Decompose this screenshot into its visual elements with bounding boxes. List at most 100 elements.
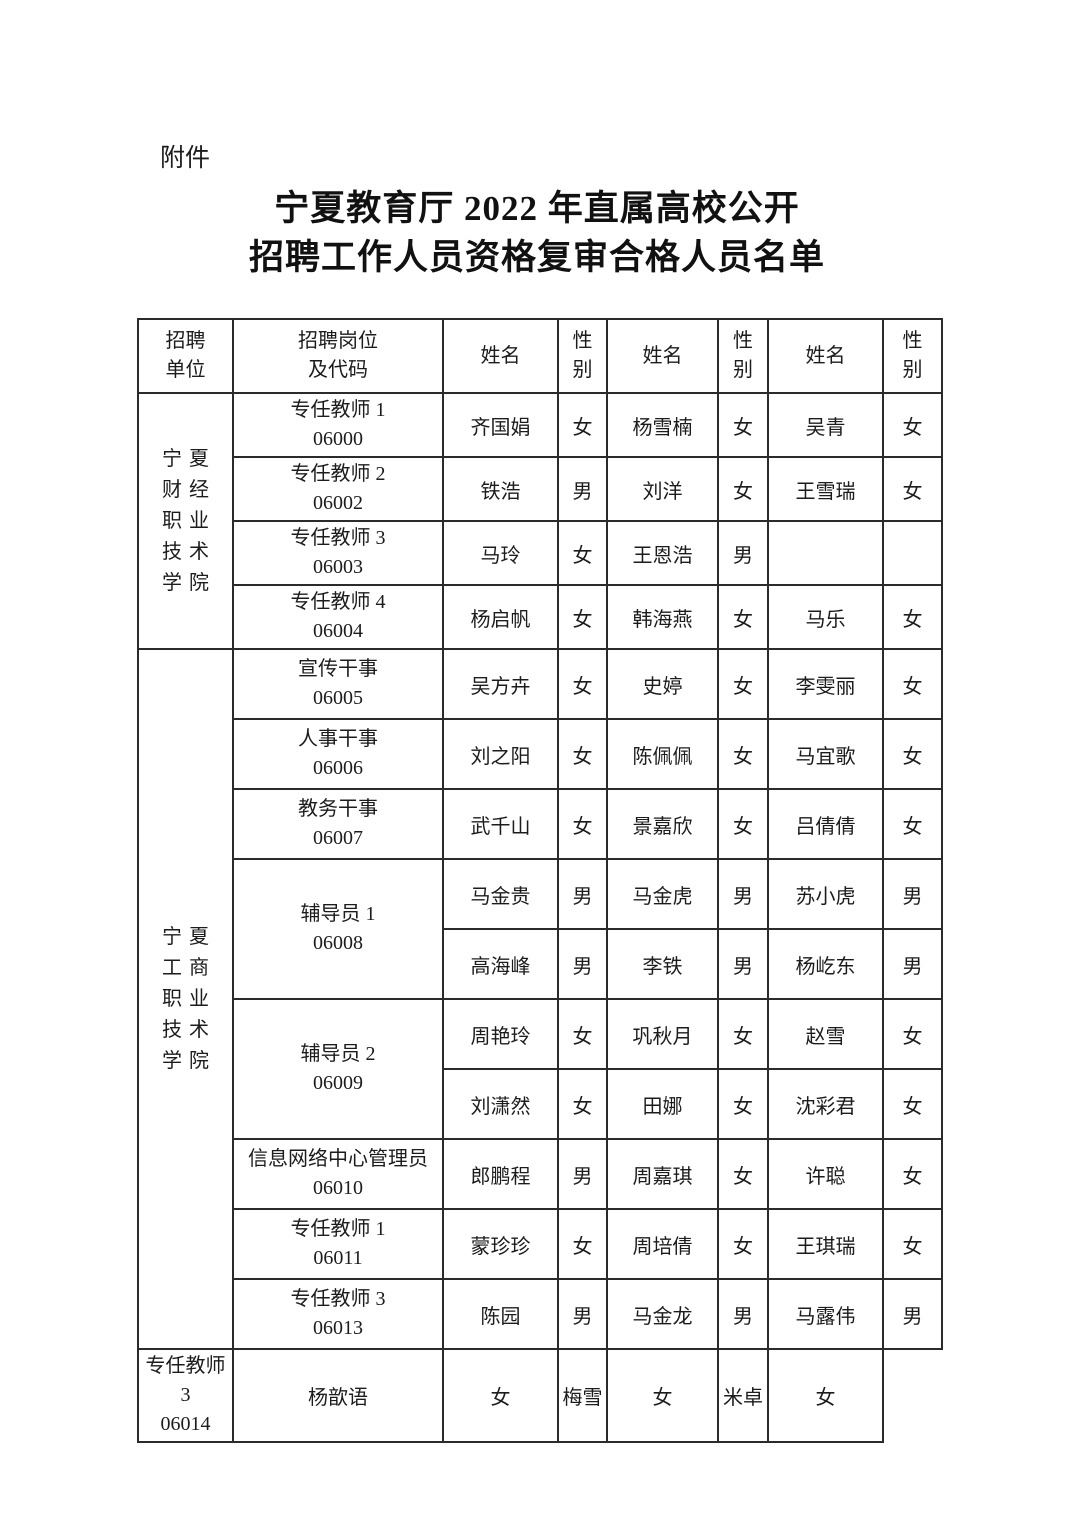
name-cell: 许聪 [767, 1138, 884, 1210]
name-cell: 周嘉琪 [606, 1138, 719, 1210]
name-cell: 梅雪 [557, 1348, 608, 1443]
table-row: 宁夏 财经 职业 技术 学院 专任教师 1 06000 齐国娟 女 杨雪楠 女 吴… [137, 392, 943, 650]
header-job: 招聘岗位 及代码 [232, 318, 444, 394]
unit-cell-ningxia-finance: 宁夏 财经 职业 技术 学院 [137, 392, 234, 650]
table-row: 辅导员 1 06008 马金贵 男 马金虎 男 苏小虎 男 [138, 858, 943, 1000]
table-row: 专任教师 3 06014 杨歆语 女 梅雪 女 米卓 女 [137, 1348, 942, 1443]
job-cell: 专任教师 1 06000 [232, 392, 444, 458]
table-row: 刘潇然 女 田娜 女 沈彩君 女 [138, 1068, 943, 1140]
name-cell: 杨屹东 [767, 928, 884, 1000]
qualified-personnel-table: 招聘 单位 招聘岗位 及代码 姓名 性别 姓名 性别 姓名 性别 宁夏 财经 职业 … [137, 318, 943, 1443]
gender-cell: 女 [717, 584, 769, 650]
name-cell: 陈园 [442, 1278, 559, 1350]
name-cell: 蒙珍珍 [442, 1208, 559, 1280]
gender-cell: 女 [767, 1348, 884, 1443]
document-title-line1: 宁夏教育厅 2022 年直属高校公开 [274, 189, 800, 228]
name-cell: 王琪瑞 [767, 1208, 884, 1280]
name-cell: 刘之阳 [442, 718, 559, 790]
gender-cell: 女 [557, 718, 608, 790]
name-cell: 韩海燕 [606, 584, 719, 650]
gender-cell: 女 [717, 1138, 769, 1210]
name-cell: 吴方卉 [442, 648, 559, 720]
name-cell: 刘洋 [606, 456, 719, 522]
gender-cell: 女 [557, 788, 608, 860]
job-cell: 专任教师 4 06004 [232, 584, 444, 650]
gender-cell: 女 [882, 788, 943, 860]
unit-cell-ningxia-industry-commerce: 宁夏 工商 职业 技术 学院 [137, 648, 234, 1350]
table-row: 专任教师 4 06004 杨启帆 女 韩海燕 女 马乐 女 [138, 584, 943, 650]
name-cell: 苏小虎 [767, 858, 884, 930]
job-cell: 专任教师 3 06014 [137, 1348, 234, 1443]
name-cell: 杨歆语 [232, 1348, 444, 1443]
name-cell: 刘潇然 [442, 1068, 559, 1140]
job-cell: 辅导员 1 06008 [232, 858, 444, 1000]
job-cell: 信息网络中心管理员 06010 [232, 1138, 444, 1210]
name-cell: 吕倩倩 [767, 788, 884, 860]
gender-cell: 女 [717, 1068, 769, 1140]
name-cell: 马金贵 [442, 858, 559, 930]
name-cell: 齐国娟 [442, 392, 559, 458]
name-cell: 马乐 [767, 584, 884, 650]
header-name-3: 姓名 [767, 318, 884, 394]
table-row: 高海峰 男 李铁 男 杨屹东 男 [138, 928, 943, 1000]
job-cell: 宣传干事 06005 [232, 648, 444, 720]
gender-cell: 女 [557, 520, 608, 586]
gender-cell: 男 [882, 858, 943, 930]
name-cell: 米卓 [717, 1348, 769, 1443]
name-cell: 马宜歌 [767, 718, 884, 790]
name-cell: 李雯丽 [767, 648, 884, 720]
gender-cell: 男 [717, 520, 769, 586]
gender-cell: 男 [557, 456, 608, 522]
name-cell: 巩秋月 [606, 998, 719, 1070]
gender-cell: 女 [557, 1208, 608, 1280]
header-unit: 招聘 单位 [137, 318, 234, 394]
table-row: 专任教师 2 06002 铁浩 男 刘洋 女 王雪瑞 女 [138, 456, 943, 522]
gender-cell: 女 [557, 1068, 608, 1140]
header-name-2: 姓名 [606, 318, 719, 394]
gender-cell: 女 [717, 718, 769, 790]
name-cell: 武千山 [442, 788, 559, 860]
name-cell: 王雪瑞 [767, 456, 884, 522]
gender-cell: 女 [557, 392, 608, 458]
header-name-1: 姓名 [442, 318, 559, 394]
gender-cell: 女 [882, 392, 943, 458]
table-row: 专任教师 3 06003 马玲 女 王恩浩 男 [138, 520, 943, 586]
name-cell: 周艳玲 [442, 998, 559, 1070]
name-cell: 马露伟 [767, 1278, 884, 1350]
gender-cell: 女 [717, 998, 769, 1070]
name-cell: 陈佩佩 [606, 718, 719, 790]
gender-cell: 女 [606, 1348, 719, 1443]
job-cell: 专任教师 3 06003 [232, 520, 444, 586]
gender-cell: 女 [882, 648, 943, 720]
gender-cell: 女 [717, 392, 769, 458]
gender-cell: 男 [557, 1278, 608, 1350]
gender-cell: 女 [717, 788, 769, 860]
table-row: 专任教师 1 06011 蒙珍珍 女 周培倩 女 王琪瑞 女 [138, 1208, 943, 1280]
gender-cell: 女 [882, 1138, 943, 1210]
document-title-line2: 招聘工作人员资格复审合格人员名单 [248, 238, 825, 277]
table-row: 人事干事 06006 刘之阳 女 陈佩佩 女 马宜歌 女 [138, 718, 943, 790]
job-cell: 人事干事 06006 [232, 718, 444, 790]
table-row: 宁夏 工商 职业 技术 学院 宣传干事 06005 吴方卉 女 史婷 女 李雯丽 … [137, 648, 943, 1350]
gender-cell: 女 [882, 1068, 943, 1140]
name-cell: 景嘉欣 [606, 788, 719, 860]
name-cell: 高海峰 [442, 928, 559, 1000]
table-header-row: 招聘 单位 招聘岗位 及代码 姓名 性别 姓名 性别 姓名 性别 [137, 318, 943, 394]
name-cell: 马金虎 [606, 858, 719, 930]
gender-cell: 女 [882, 456, 943, 522]
job-cell: 辅导员 2 06009 [232, 998, 444, 1140]
gender-cell: 女 [557, 648, 608, 720]
document-title: 宁夏教育厅 2022 年直属高校公开 招聘工作人员资格复审合格人员名单 [0, 184, 1074, 282]
header-gender-3: 性别 [882, 318, 943, 394]
job-cell: 专任教师 1 06011 [232, 1208, 444, 1280]
gender-cell: 女 [717, 648, 769, 720]
gender-cell: 女 [882, 998, 943, 1070]
gender-cell: 女 [557, 998, 608, 1070]
job-cell: 专任教师 2 06002 [232, 456, 444, 522]
name-cell: 郎鹏程 [442, 1138, 559, 1210]
header-gender-1: 性别 [557, 318, 608, 394]
table-row: 教务干事 06007 武千山 女 景嘉欣 女 吕倩倩 女 [138, 788, 943, 860]
table-row: 专任教师 3 06013 陈园 男 马金龙 男 马露伟 男 [138, 1278, 943, 1350]
gender-cell: 女 [717, 456, 769, 522]
gender-cell: 女 [442, 1348, 559, 1443]
